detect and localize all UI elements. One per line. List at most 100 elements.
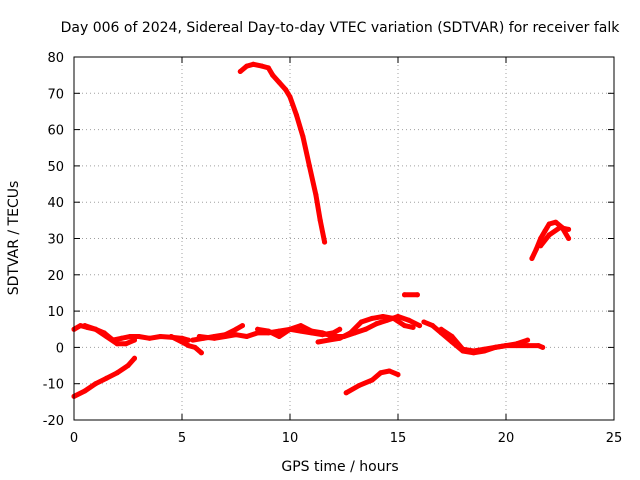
y-axis-label: SDTVAR / TECUs [6, 181, 22, 296]
data-point [395, 372, 401, 378]
data-point [298, 323, 304, 329]
y-tick-labels: -20 -10 0 10 20 30 40 50 60 70 80 [43, 51, 64, 429]
data-point [421, 319, 427, 325]
data-point [127, 334, 133, 339]
data-point [294, 112, 299, 118]
x-axis-label: GPS time / hours [281, 459, 398, 475]
data-point [525, 343, 531, 349]
data-point [78, 323, 83, 329]
data-point [147, 335, 153, 341]
series-seg-high-arc [237, 61, 328, 245]
data-point [103, 375, 109, 381]
data-point [373, 321, 379, 327]
plot-frame [73, 56, 615, 421]
data-point [93, 326, 99, 332]
data-point [287, 326, 293, 332]
data-point [546, 232, 552, 238]
chart-title: Day 006 of 2024, Sidereal Day-to-day VTE… [61, 20, 621, 36]
data-point [378, 370, 384, 376]
data-point [259, 63, 265, 69]
data-point [222, 334, 228, 339]
data-point [276, 79, 282, 85]
data-point [157, 334, 163, 339]
data-point [306, 163, 312, 169]
data-point [540, 344, 546, 350]
data-point [343, 390, 349, 396]
data-point [123, 341, 129, 347]
data-point [315, 339, 321, 345]
y-tick-label: 60 [47, 124, 64, 139]
x-tick-label: 20 [498, 431, 515, 446]
data-point [186, 343, 191, 349]
data-point [410, 324, 416, 330]
data-point [255, 326, 261, 332]
data-point [538, 243, 544, 249]
series-seg-mid-d [315, 314, 416, 345]
data-point [402, 323, 407, 329]
data-point [309, 328, 315, 334]
series-seg-late-arc-b [538, 225, 572, 249]
data-point [438, 326, 444, 332]
data-point [503, 343, 509, 349]
data-point [114, 341, 120, 347]
data-point [270, 72, 276, 78]
y-tick-label: 10 [47, 305, 64, 320]
y-tick-label: 20 [47, 269, 64, 284]
data-point [132, 337, 137, 343]
data-point [449, 334, 455, 339]
data-point [233, 326, 239, 332]
data-point [542, 228, 548, 234]
data-point [265, 65, 271, 71]
data-point [352, 330, 358, 336]
data-point [240, 323, 245, 329]
data-point [492, 344, 498, 350]
x-tick-labels: 0 5 10 15 20 25 [70, 431, 622, 446]
x-tick-label: 5 [178, 431, 186, 446]
data-point [244, 334, 250, 339]
data-point [322, 239, 328, 245]
data-point [326, 337, 332, 343]
data-point [430, 323, 436, 329]
data-point [535, 343, 541, 349]
grid [74, 57, 614, 420]
data-point [417, 323, 423, 329]
data-point [395, 314, 401, 319]
data-point [136, 334, 142, 339]
data-point [114, 370, 120, 376]
data-point [298, 328, 304, 334]
y-tick-label: 50 [47, 160, 64, 175]
y-tick-label: -20 [43, 414, 64, 429]
data-point [566, 226, 572, 232]
data-point [406, 317, 412, 323]
y-tick-label: -10 [43, 378, 64, 393]
data-point [369, 315, 375, 321]
x-tick-label: 25 [606, 431, 623, 446]
data-point [250, 61, 256, 67]
data-point [356, 383, 362, 388]
data-point [276, 334, 282, 339]
y-tick-label: 40 [47, 196, 64, 211]
data-point [533, 246, 539, 252]
data-point [317, 217, 323, 223]
data-point [233, 332, 239, 338]
data-point [514, 341, 520, 347]
data-point [386, 368, 392, 374]
data-point [283, 87, 289, 93]
data-point [186, 337, 191, 343]
data-point [380, 314, 386, 319]
data-point [119, 335, 124, 341]
data-point [546, 221, 552, 227]
data-point [358, 319, 364, 325]
data-point [529, 256, 535, 261]
data-point [402, 292, 407, 298]
data-point [538, 236, 544, 241]
data-point [244, 63, 250, 69]
x-tick-label: 15 [390, 431, 407, 446]
data-point [566, 236, 572, 241]
y-tick-label: 0 [56, 341, 64, 356]
x-tick-label: 10 [282, 431, 299, 446]
data-point [265, 328, 271, 334]
y-tick-label: 30 [47, 233, 64, 248]
data-point [341, 334, 347, 339]
x-tick-label: 0 [70, 431, 78, 446]
